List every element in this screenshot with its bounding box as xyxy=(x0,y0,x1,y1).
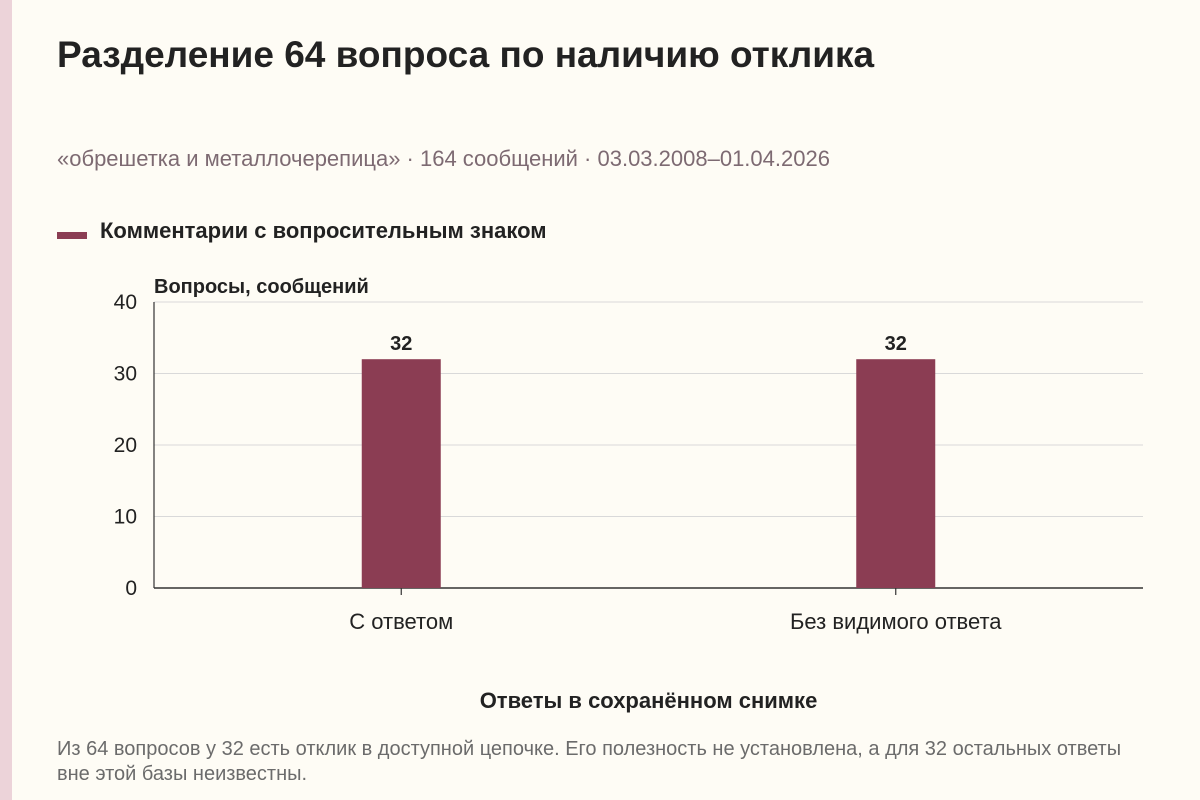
y-tick-label: 40 xyxy=(114,291,137,314)
axes xyxy=(153,302,1143,595)
data-label: 32 xyxy=(885,333,907,355)
labels: 0 10 20 30 40 Вопросы, сообщений 32 С ответом 32… xyxy=(114,276,1003,713)
footnote: Из 64 вопросов у 32 есть отклик в доступ… xyxy=(57,738,1122,785)
accent-stripe xyxy=(0,0,12,800)
bar xyxy=(361,359,441,588)
bars xyxy=(361,359,936,588)
x-axis-label: Ответы в сохранённом снимке xyxy=(480,688,818,713)
legend: Комментарии с вопросительным знаком xyxy=(57,218,547,244)
chart-title: Разделение 64 вопроса по наличию отклика xyxy=(57,34,875,75)
chart-subtitle: «обрешетка и металлочерепица» · 164 сооб… xyxy=(57,146,830,171)
data-label: 32 xyxy=(390,333,412,355)
x-tick-label: С ответом xyxy=(349,609,453,634)
legend-label: Комментарии с вопросительным знаком xyxy=(100,218,547,243)
y-tick-label: 10 xyxy=(114,506,137,529)
y-axis-label: Вопросы, сообщений xyxy=(154,276,369,298)
y-tick-label: 0 xyxy=(125,577,137,600)
bar xyxy=(856,359,936,588)
gridlines xyxy=(154,301,1143,517)
legend-swatch xyxy=(57,231,87,239)
y-tick-label: 20 xyxy=(114,434,137,457)
x-tick-label: Без видимого ответа xyxy=(790,609,1002,634)
y-tick-label: 30 xyxy=(114,363,137,386)
